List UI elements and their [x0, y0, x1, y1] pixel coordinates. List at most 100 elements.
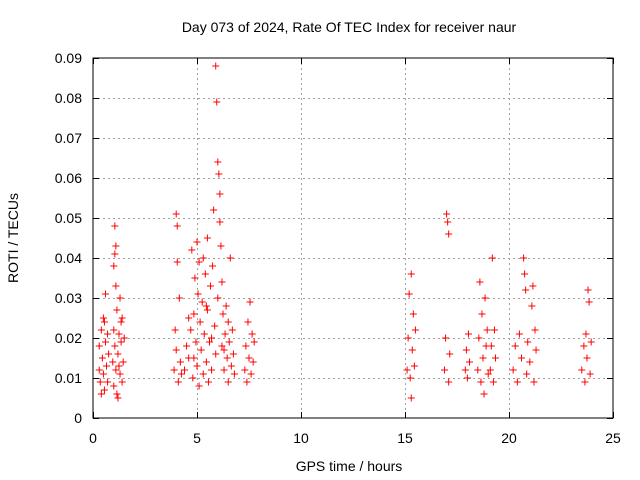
- data-point: [445, 230, 453, 238]
- data-point: [170, 366, 178, 374]
- data-point: [224, 318, 232, 326]
- data-point: [463, 374, 471, 382]
- data-point: [173, 258, 181, 266]
- y-tick-label: 0: [74, 410, 82, 426]
- y-tick-label: 0.05: [55, 210, 82, 226]
- data-point: [190, 354, 198, 362]
- data-point: [188, 246, 196, 254]
- data-point: [443, 210, 451, 218]
- grid-lines: [93, 58, 613, 418]
- data-point: [244, 318, 252, 326]
- data-point: [465, 358, 473, 366]
- data-point: [215, 170, 223, 178]
- data-point: [116, 370, 124, 378]
- x-tick-label: 25: [605, 430, 621, 446]
- data-point: [221, 330, 229, 338]
- data-point: [488, 254, 496, 262]
- data-point: [220, 366, 228, 374]
- data-point: [481, 294, 489, 302]
- data-point: [480, 390, 488, 398]
- data-point: [461, 366, 469, 374]
- data-point: [511, 342, 519, 350]
- data-point: [522, 286, 530, 294]
- data-point: [175, 294, 183, 302]
- data-point: [586, 370, 594, 378]
- y-tick-label: 0.07: [55, 130, 82, 146]
- data-point: [173, 222, 181, 230]
- data-point: [171, 326, 179, 334]
- data-point: [524, 338, 532, 346]
- data-point: [95, 342, 103, 350]
- data-point: [117, 318, 125, 326]
- data-point: [211, 322, 219, 330]
- x-tick-label: 0: [89, 430, 97, 446]
- data-point: [216, 218, 224, 226]
- data-point: [98, 354, 106, 362]
- data-point: [202, 302, 210, 310]
- data-point: [446, 350, 454, 358]
- data-point: [585, 298, 593, 306]
- y-tick-label: 0.09: [55, 50, 82, 66]
- data-point: [531, 326, 539, 334]
- data-point: [195, 382, 203, 390]
- data-point: [462, 346, 470, 354]
- data-point: [115, 362, 123, 370]
- data-point: [515, 330, 523, 338]
- x-tick-label: 20: [501, 430, 517, 446]
- data-point: [181, 366, 189, 374]
- data-point: [220, 346, 228, 354]
- data-point: [474, 366, 482, 374]
- data-point: [214, 158, 222, 166]
- plot-frame: [92, 57, 614, 419]
- data-point: [407, 270, 415, 278]
- data-point: [100, 318, 108, 326]
- data-point: [520, 254, 528, 262]
- data-point: [176, 358, 184, 366]
- data-point: [442, 334, 450, 342]
- data-point: [509, 366, 517, 374]
- data-point: [477, 378, 485, 386]
- data-point: [111, 222, 119, 230]
- data-point: [204, 378, 212, 386]
- data-point: [199, 254, 207, 262]
- data-point: [191, 274, 199, 282]
- data-point: [530, 378, 538, 386]
- data-point: [475, 334, 483, 342]
- data-point: [225, 338, 233, 346]
- data-point: [222, 302, 230, 310]
- data-point: [406, 374, 414, 382]
- data-point: [479, 354, 487, 362]
- data-point: [246, 298, 254, 306]
- data-point: [581, 378, 589, 386]
- data-point: [101, 338, 109, 346]
- data-point: [404, 334, 412, 342]
- data-point: [210, 206, 218, 214]
- data-point: [105, 350, 113, 358]
- data-point: [478, 310, 486, 318]
- data-point: [110, 326, 118, 334]
- y-tick-label: 0.06: [55, 170, 82, 186]
- data-point: [441, 366, 449, 374]
- data-point: [177, 370, 185, 378]
- data-point: [212, 350, 220, 358]
- data-point: [583, 354, 591, 362]
- data-point: [198, 298, 206, 306]
- data-point: [183, 342, 191, 350]
- data-point: [196, 318, 204, 326]
- data-point: [223, 354, 231, 362]
- data-point: [208, 334, 216, 342]
- data-point: [194, 290, 202, 298]
- data-point: [110, 382, 118, 390]
- data-point: [104, 378, 112, 386]
- data-point: [208, 366, 216, 374]
- data-point: [112, 242, 120, 250]
- data-point: [513, 378, 521, 386]
- data-point: [491, 354, 499, 362]
- data-point: [207, 282, 215, 290]
- data-point: [112, 366, 120, 374]
- data-point: [464, 330, 472, 338]
- data-points: [95, 62, 595, 402]
- data-point: [532, 346, 540, 354]
- data-point: [96, 378, 104, 386]
